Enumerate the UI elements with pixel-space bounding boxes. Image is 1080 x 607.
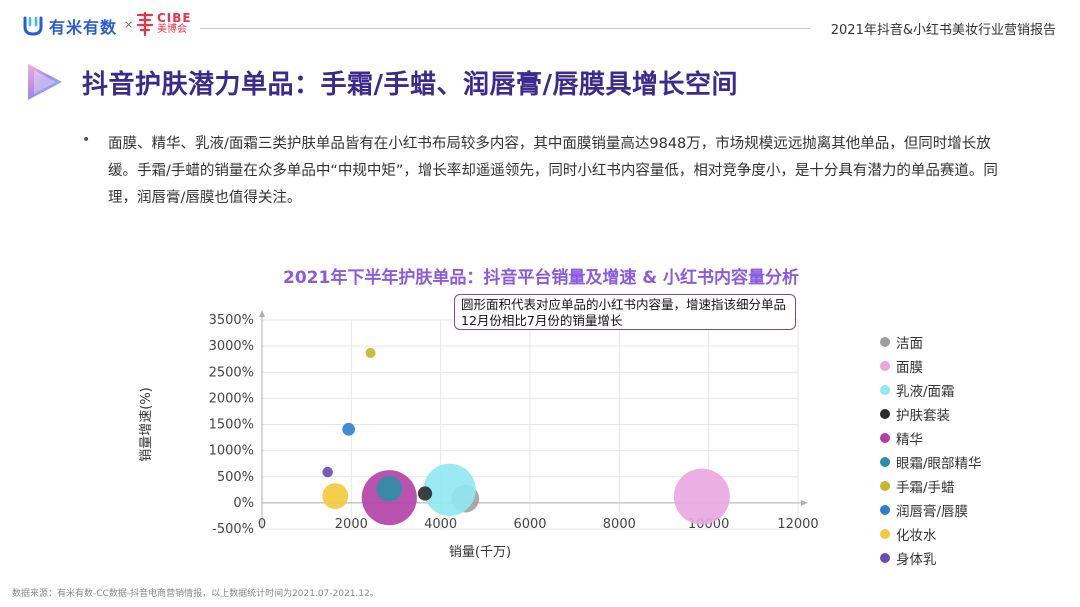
legend-swatch [880,553,890,563]
y-tick-label: 0% [233,496,254,511]
x-tick-label: 0 [258,517,266,532]
play-prism-icon [28,64,62,100]
chart-title: 2021年下半年护肤单品：抖音平台销量及增速 & 小红书内容量分析 [283,268,799,288]
bullet-marker: • [82,132,91,148]
y-tick-label: 1500% [209,418,254,433]
youmi-logo-icon [23,16,43,36]
y-axis-title: 销量增速(%) [139,387,154,462]
y-tick-label: 1000% [209,444,254,459]
bubble-润唇膏/唇膜 [342,422,356,436]
legend-item: 手霜/手蜡 [880,474,982,498]
legend-label: 手霜/手蜡 [896,480,955,496]
y-tick-label: 500% [217,470,254,485]
bubble-面膜 [673,468,730,525]
legend-swatch [880,433,890,443]
legend-swatch [880,529,890,539]
legend-swatch [880,481,890,491]
legend-label: 面膜 [896,360,923,376]
legend-item: 眼霜/眼部精华 [880,450,982,474]
legend-item: 精华 [880,426,982,450]
youmi-logo: 有米有数 [22,14,117,38]
report-title: 2021年抖音&小红书美妆行业营销报告 [830,23,1056,38]
legend-swatch [880,457,890,467]
legend-swatch [880,385,890,395]
cibe-logo: CIBE 美博会 [136,11,192,37]
legend-item: 乳液/面霜 [880,378,982,402]
bubble-身体乳 [322,466,333,478]
x-tick-label: 2000 [335,517,368,532]
legend-label: 眼霜/眼部精华 [896,456,982,472]
y-axis-arrow [259,310,265,317]
x-tick-label: 8000 [603,517,636,532]
x-axis-title: 销量(千万) [449,545,511,560]
legend-label: 护肤套装 [896,408,950,424]
header-divider [200,28,810,29]
x-tick-label: 6000 [513,517,546,532]
bubble-眼霜/眼部精华 [376,476,403,502]
page-title: 抖音护肤潜力单品：手霜/手蜡、润唇膏/唇膜具增长空间 [82,70,738,100]
x-tick-label: 4000 [424,517,457,532]
legend-swatch [880,337,890,347]
youmi-brand-name: 有米有数 [49,18,118,37]
y-tick-label: 3000% [209,339,254,354]
legend-label: 洁面 [896,336,923,352]
bubble-手霜/手蜡 [365,347,376,358]
legend-item: 洁面 [880,330,982,354]
summary-paragraph: 面膜、精华、乳液/面霜三类护肤单品皆有在小红书布局较多内容，其中面膜销量高达98… [108,136,998,206]
x-tick-label: 12000 [777,517,818,532]
header-bar: 有米有数 × CIBE 美博会 2021年抖音&小红书美妆行业营销报告 [0,0,1080,50]
bubble-乳液/面霜 [423,463,476,516]
chart-annotation-callout: 圆形面积代表对应单品的小红书内容量，增速指该细分单品12月份相比7月份的销量增长 [454,294,796,330]
legend-swatch [880,409,890,419]
legend-item: 面膜 [880,354,982,378]
x-axis-arrow [801,499,808,506]
bubble-chart: 0 2000 4000 6000 8000 10000 12000-500%0%500%10… [139,310,819,560]
legend-swatch [880,361,890,371]
bubble-护肤套装 [417,486,433,501]
legend-item: 身体乳 [880,546,982,570]
data-source-note: 数据来源：有米有数-CC数据-抖音电商营销情报，以上数据统计时间为2021.07… [12,589,379,599]
legend-label: 乳液/面霜 [896,384,955,400]
y-tick-label: 2500% [209,365,254,380]
cibe-logo-icon [136,11,154,37]
y-tick-label: 3500% [209,313,254,328]
legend-label: 化妆水 [896,528,937,544]
logo-separator: × [124,18,134,31]
y-tick-label: 2000% [209,391,254,406]
legend-label: 润唇膏/唇膜 [896,504,969,520]
legend-item: 润唇膏/唇膜 [880,498,982,522]
legend-swatch [880,505,890,515]
legend-item: 护肤套装 [880,402,982,426]
legend-label: 精华 [896,432,923,448]
legend-item: 化妆水 [880,522,982,546]
cibe-brand-en: CIBE [157,11,192,25]
bubble-化妆水 [322,483,349,510]
legend-label: 身体乳 [896,552,937,568]
chart-legend: 洁面面膜乳液/面霜护肤套装精华眼霜/眼部精华 手霜/手蜡润唇膏/唇膜 化妆水身体乳 [880,330,982,570]
y-tick-label: -500% [212,522,254,537]
cibe-brand-cn: 美博会 [157,24,187,35]
